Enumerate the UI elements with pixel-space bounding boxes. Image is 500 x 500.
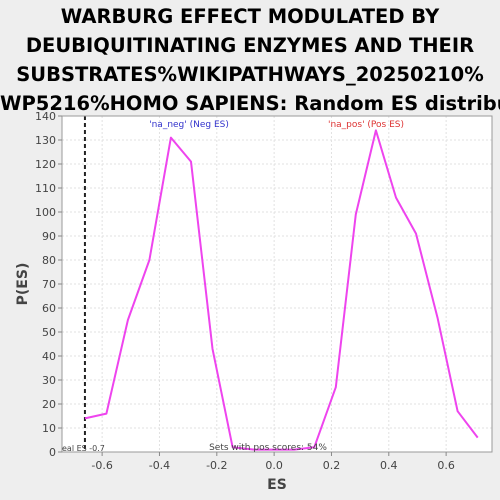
x-tick-label: 0.6 xyxy=(437,459,455,472)
y-tick-label: 40 xyxy=(42,350,56,363)
x-tick-label: -0.4 xyxy=(149,459,170,472)
x-tick-label: 0.0 xyxy=(265,459,283,472)
chart-title-line-1: WARBURG EFFECT MODULATED BY xyxy=(60,5,440,28)
chart-marks xyxy=(83,116,479,452)
y-tick-label: 140 xyxy=(35,110,56,123)
x-axis-label: ES xyxy=(267,477,287,493)
es-distribution-line xyxy=(84,129,479,451)
chart-title: WARBURG EFFECT MODULATED BY DEUBIQUITINA… xyxy=(0,2,500,118)
pos-es-label: 'na_pos' (Pos ES) xyxy=(328,120,404,130)
grid-lines xyxy=(62,115,492,453)
x-tick-label: -0.6 xyxy=(91,459,112,472)
axes: 0 10 20 30 40 50 60 70 80 90 100 110 120 130 140 -0.6 -0… xyxy=(35,110,455,472)
y-tick-label: 70 xyxy=(42,278,56,291)
y-tick-label: 130 xyxy=(35,134,56,147)
y-tick-label: 20 xyxy=(42,398,56,411)
real-es-label: eal ES -0.7 xyxy=(62,444,105,453)
y-tick-label: 50 xyxy=(42,326,56,339)
chart-title-line-3: SUBSTRATES%WIKIPATHWAYS_20250210% xyxy=(16,63,484,86)
y-axis-label: P(ES) xyxy=(15,263,31,306)
y-tick-label: 60 xyxy=(42,302,56,315)
y-tick-label: 10 xyxy=(42,422,56,435)
chart-title-line-4: WP5216%HOMO SAPIENS: Random ES distribut… xyxy=(0,92,500,115)
y-tick-label: 120 xyxy=(35,158,56,171)
neg-es-label: 'na_neg' (Neg ES) xyxy=(149,120,229,130)
chart-title-line-2: DEUBIQUITINATING ENZYMES AND THEIR xyxy=(25,34,475,57)
x-tick-label: 0.2 xyxy=(323,459,341,472)
plot-area xyxy=(62,116,492,452)
y-tick-label: 110 xyxy=(35,182,56,195)
x-tick-label: 0.4 xyxy=(380,459,398,472)
y-tick-label: 90 xyxy=(42,230,56,243)
y-tick-label: 80 xyxy=(42,254,56,267)
pos-scores-label: Sets with pos scores: 54% xyxy=(209,443,327,453)
y-tick-label: 30 xyxy=(42,374,56,387)
y-tick-label: 100 xyxy=(35,206,56,219)
x-tick-label: -0.2 xyxy=(206,459,227,472)
y-tick-label: 0 xyxy=(49,446,56,459)
